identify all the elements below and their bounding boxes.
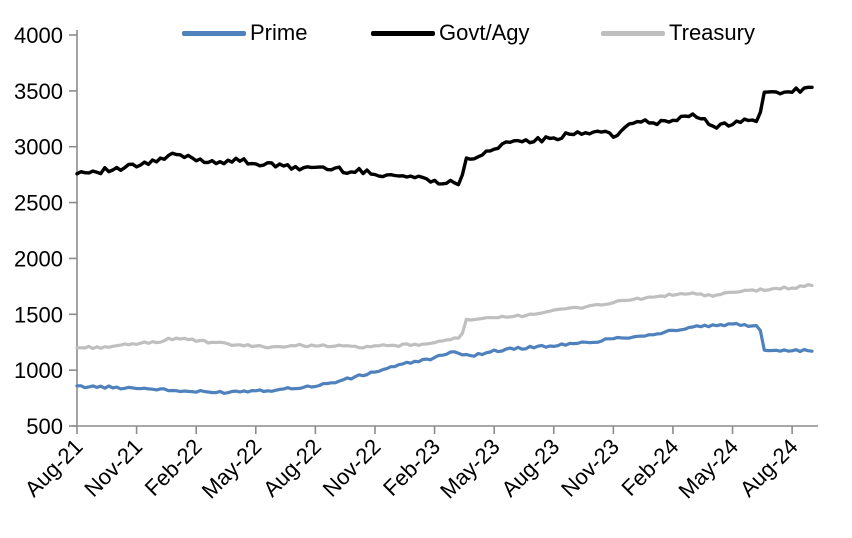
x-tick-label: Feb-23: [378, 434, 445, 501]
y-tick-label: 3000: [14, 135, 63, 160]
legend-item-prime: Prime: [182, 21, 307, 45]
x-tick-label: Nov-23: [556, 434, 624, 502]
series-line-govt-agy: [75, 85, 814, 187]
y-tick-label: 500: [26, 414, 63, 439]
y-tick-label: 3500: [14, 79, 63, 104]
y-tick-label: 1000: [14, 358, 63, 383]
x-tick-label: Nov-22: [318, 434, 386, 502]
treasury-line-swatch: [601, 30, 665, 36]
govt-agy-line-swatch: [371, 30, 435, 36]
legend-label-prime: Prime: [250, 20, 308, 45]
x-tick-label: Feb-24: [617, 434, 684, 501]
x-tick-label: Aug-21: [20, 434, 88, 502]
y-tick-label: 1500: [14, 302, 63, 327]
prime-line-swatch: [182, 30, 246, 36]
series-line-treasury: [75, 283, 814, 351]
x-tick-label: May-22: [197, 434, 267, 504]
y-tick-label: 2500: [14, 191, 63, 216]
legend-label-govt-agy: Govt/Agy: [439, 20, 530, 45]
legend-item-govt-agy: Govt/Agy: [371, 21, 529, 45]
legend-item-treasury: Treasury: [601, 21, 755, 45]
y-tick-label: 2000: [14, 246, 63, 271]
x-tick-label: May-23: [435, 434, 505, 504]
x-tick-label: Aug-22: [258, 434, 326, 502]
x-tick-label: Nov-21: [79, 434, 147, 502]
x-tick-label: May-24: [674, 434, 744, 504]
x-tick-label: Feb-22: [140, 434, 207, 501]
y-tick-label: 4000: [14, 23, 63, 48]
series-line-prime: [75, 321, 814, 395]
legend-label-treasury: Treasury: [669, 20, 755, 45]
x-tick-label: Aug-24: [735, 434, 803, 502]
x-tick-label: Aug-23: [496, 434, 564, 502]
